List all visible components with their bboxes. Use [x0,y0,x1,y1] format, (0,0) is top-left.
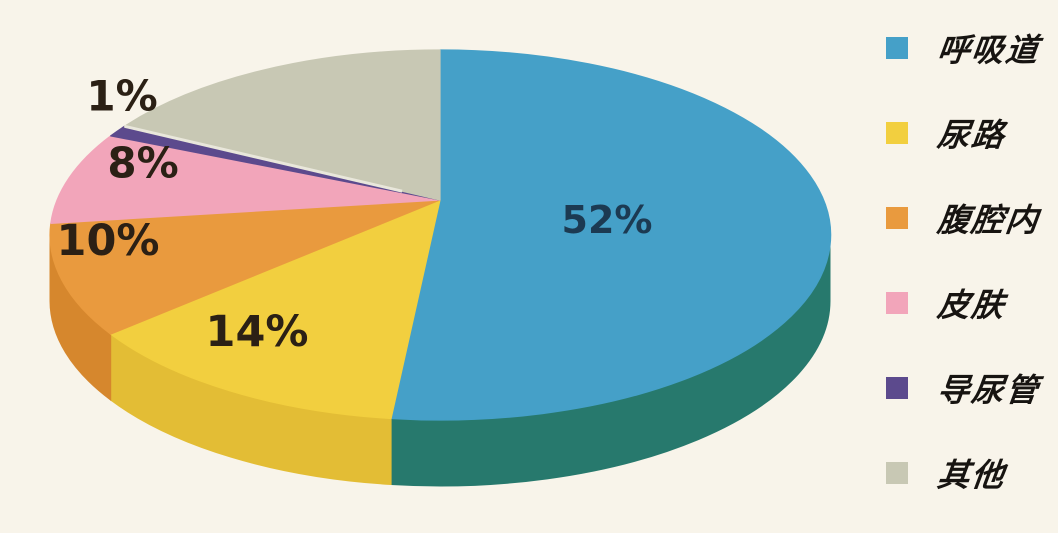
legend-swatch-abdominal [886,207,908,229]
legend-item-urinary: 尿路 [886,109,1040,157]
legend-swatch-urinary [886,122,908,144]
legend-swatch-skin [886,292,908,314]
legend-item-abdominal: 腹腔内 [886,194,1043,242]
legend-swatch-other [886,462,908,484]
legend-label-abdominal: 腹腔内 [935,201,1043,239]
legend-label-other: 其他 [935,456,1009,494]
pie-slice-abdominal [49,199,441,335]
legend-item-other: 其他 [886,449,1040,497]
legend: 呼吸道 尿路 腹腔内 皮肤 导尿管 其他 [886,24,1043,497]
pie-slice-skin [50,135,441,224]
legend-label-urinary: 尿路 [935,116,1009,154]
slice-percent-label: 10% [57,216,160,266]
legend-label-skin: 皮肤 [935,286,1009,324]
legend-swatch-respiratory [886,37,908,59]
pie-slice-other [123,49,441,201]
legend-item-skin: 皮肤 [886,279,1040,327]
slice-percent-label: 8% [107,139,178,188]
pie-slice-respiratory [390,49,832,421]
legend-label-catheter: 导尿管 [935,371,1043,409]
pie-slice-urinary [110,199,441,420]
legend-label-respiratory: 呼吸道 [935,31,1043,69]
slice-percent-label: 1% [86,72,157,121]
slice-percent-label: 14% [206,307,309,357]
slice-separator-line [124,124,403,193]
slice-percent-label: 52% [562,198,653,242]
legend-swatch-catheter [886,377,908,399]
legend-item-respiratory: 呼吸道 [886,24,1043,72]
legend-item-catheter: 导尿管 [886,364,1043,412]
